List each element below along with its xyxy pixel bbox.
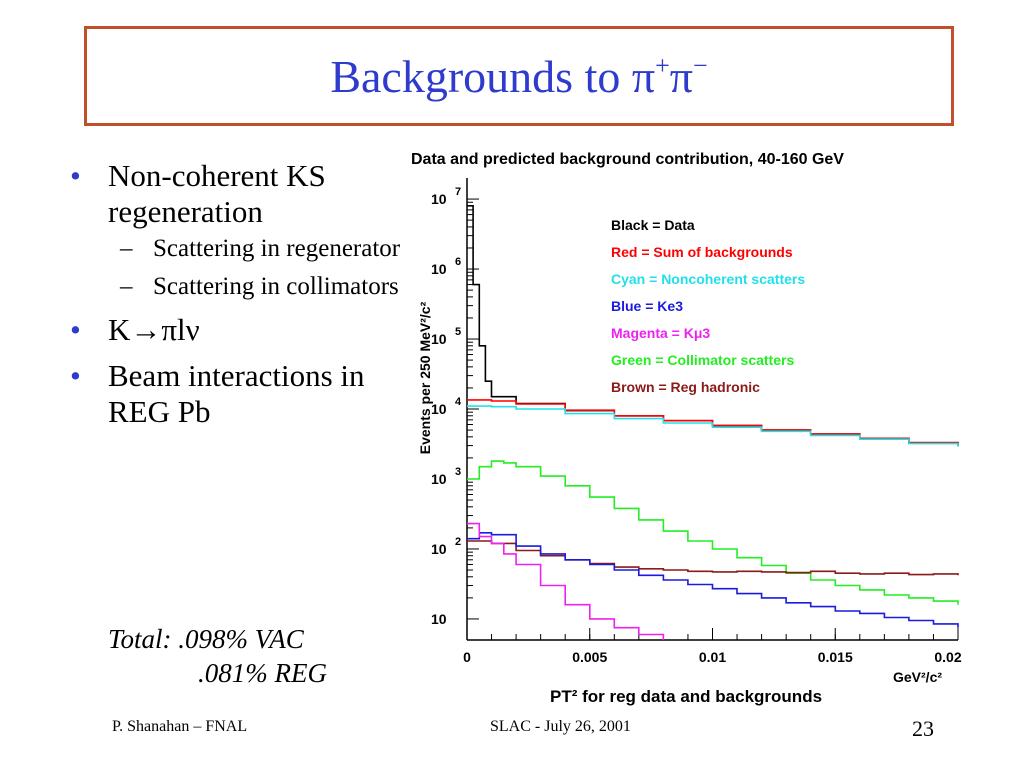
y-tick-label: 10 — [431, 611, 447, 627]
bullet-text: K→πlν — [108, 312, 200, 347]
series-line — [467, 405, 959, 447]
total-line-2: .081% REG — [198, 658, 327, 688]
legend-entry: Green = Collimator scatters — [611, 352, 794, 368]
x-tick-label: 0.01 — [699, 649, 726, 665]
title-sup-minus: − — [692, 50, 708, 80]
x-tick-label: 0.005 — [572, 649, 607, 665]
chart-background — [405, 140, 975, 710]
y-tick-label: 10 — [431, 401, 447, 417]
sub-bullet-text: Scattering in regenerator — [153, 235, 401, 262]
legend-entry: Cyan = Noncoherent scatters — [611, 271, 805, 287]
bullet-text: Beam interactions in REG Pb — [108, 358, 365, 429]
y-axis-label: Events per 250 MeV²/c² — [417, 301, 433, 454]
footer-left: P. Shanahan – FNAL — [112, 718, 248, 735]
bullet-item: • K→πlν — [70, 312, 410, 348]
sub-dash: – — [120, 235, 133, 262]
title-main: Backgrounds to π — [330, 50, 656, 102]
bullet-dot: • — [70, 358, 81, 393]
title-pi: π — [669, 50, 693, 102]
slide-number: 23 — [912, 716, 934, 741]
series-line — [467, 460, 959, 605]
bullet-item: • Beam interactions in REG Pb — [70, 358, 410, 430]
y-tick-label: 10 — [431, 541, 447, 557]
y-tick-exponent: 2 — [455, 536, 461, 548]
y-tick-exponent: 5 — [455, 326, 461, 338]
bullet-dot: • — [70, 158, 81, 193]
bullet-dot: • — [70, 312, 81, 347]
sub-bullet-item: – Scattering in collimators — [70, 272, 410, 302]
legend-entry: Black = Data — [611, 217, 695, 233]
series-line — [467, 399, 959, 446]
sub-bullet-text: Scattering in collimators — [153, 273, 399, 300]
y-tick-exponent: 6 — [455, 256, 461, 268]
y-tick-label: 10 — [431, 191, 447, 207]
y-tick-exponent: 4 — [455, 396, 462, 408]
bullet-text: Non-coherent KS regeneration — [108, 158, 326, 229]
series-line — [467, 532, 959, 628]
sub-bullet-item: – Scattering in regenerator — [70, 234, 410, 264]
y-tick-label: 10 — [431, 261, 447, 277]
total-note: Total: .098% VAC .081% REG — [108, 622, 327, 690]
series-line — [467, 540, 959, 576]
x-tick-label: 0.015 — [818, 649, 853, 665]
chart-title: Data and predicted background contributi… — [411, 151, 844, 168]
y-tick-exponent: 7 — [455, 186, 461, 198]
legend-entry: Blue = Ke3 — [611, 298, 683, 314]
legend-entry: Magenta = Kμ3 — [611, 325, 710, 341]
x-tick-label: 0 — [463, 649, 471, 665]
series-line — [467, 522, 665, 640]
legend-entry: Brown = Reg hadronic — [611, 379, 760, 395]
x-tick-label: 0.02 — [934, 649, 961, 665]
title-box: Backgrounds to π+π− — [84, 26, 954, 126]
sub-dash: – — [120, 273, 133, 300]
title-sup-plus: + — [655, 50, 670, 80]
footer-center: SLAC - July 26, 2001 — [490, 718, 631, 735]
x-axis-unit: GeV²/c² — [893, 669, 942, 685]
y-tick-label: 10 — [431, 471, 447, 487]
y-tick-exponent: 3 — [455, 466, 461, 478]
chart: Data and predicted background contributi… — [405, 140, 975, 710]
slide-title: Backgrounds to π+π− — [330, 50, 707, 103]
total-line-1: Total: .098% VAC — [108, 624, 304, 654]
y-tick-label: 10 — [431, 331, 447, 347]
legend-entry: Red = Sum of backgrounds — [611, 244, 793, 260]
bullet-list: • Non-coherent KS regeneration – Scatter… — [70, 158, 410, 434]
x-axis-label: PT² for reg data and backgrounds — [550, 687, 822, 706]
bullet-item: • Non-coherent KS regeneration — [70, 158, 410, 230]
